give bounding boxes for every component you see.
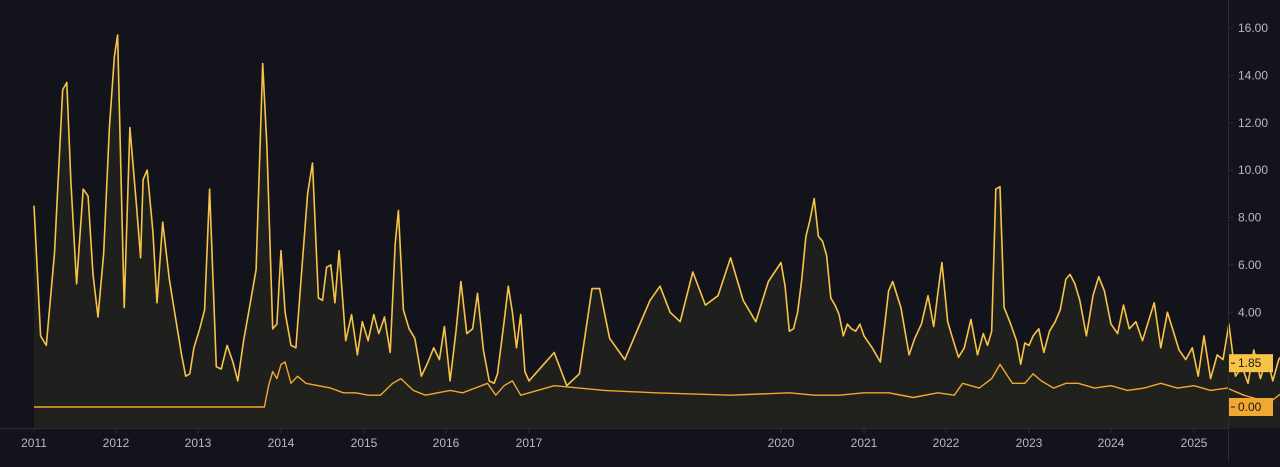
series-2-line xyxy=(34,361,1280,408)
series-2-area xyxy=(34,362,1280,428)
y-tick-label: 8.00 xyxy=(1238,211,1262,225)
x-tick-label: 2025 xyxy=(1181,436,1208,450)
series-1-line xyxy=(33,34,1280,387)
x-tick-label: 2014 xyxy=(268,436,295,450)
y-tick-label: 16.00 xyxy=(1238,21,1268,35)
x-tick-label: 2015 xyxy=(351,436,378,450)
y-tick-label: 14.00 xyxy=(1238,68,1268,82)
x-axis-ticks: 2011 2012 2013 2014 2015 2016 2017 2020 2021 2022… xyxy=(21,428,1208,450)
y-tick-label: 10.00 xyxy=(1238,163,1268,177)
x-tick-label: 2021 xyxy=(851,436,878,450)
last-value-label: 0.00 xyxy=(1238,400,1262,414)
x-tick-label: 2020 xyxy=(768,436,795,450)
x-tick-label: 2016 xyxy=(433,436,460,450)
y-tick-label: 12.00 xyxy=(1238,116,1268,130)
x-tick-label: 2024 xyxy=(1098,436,1125,450)
x-tick-label: 2013 xyxy=(185,436,212,450)
x-tick-label: 2022 xyxy=(933,436,960,450)
x-tick-label: 2023 xyxy=(1016,436,1043,450)
last-value-badge xyxy=(1229,398,1273,416)
y-axis-ticks: 4.00 6.00 8.00 10.00 12.00 14.00 16.00 xyxy=(1228,21,1268,319)
last-value-labels: 1.85 0.00 xyxy=(1229,354,1273,416)
x-tick-label: 2017 xyxy=(516,436,543,450)
series-layer xyxy=(33,34,1280,428)
x-tick-label: 2012 xyxy=(103,436,130,450)
x-tick-label: 2011 xyxy=(21,436,47,450)
last-value-label: 1.85 xyxy=(1238,356,1262,370)
y-tick-label: 4.00 xyxy=(1238,305,1262,319)
last-value-badge xyxy=(1229,354,1273,373)
y-tick-label: 6.00 xyxy=(1238,258,1262,272)
